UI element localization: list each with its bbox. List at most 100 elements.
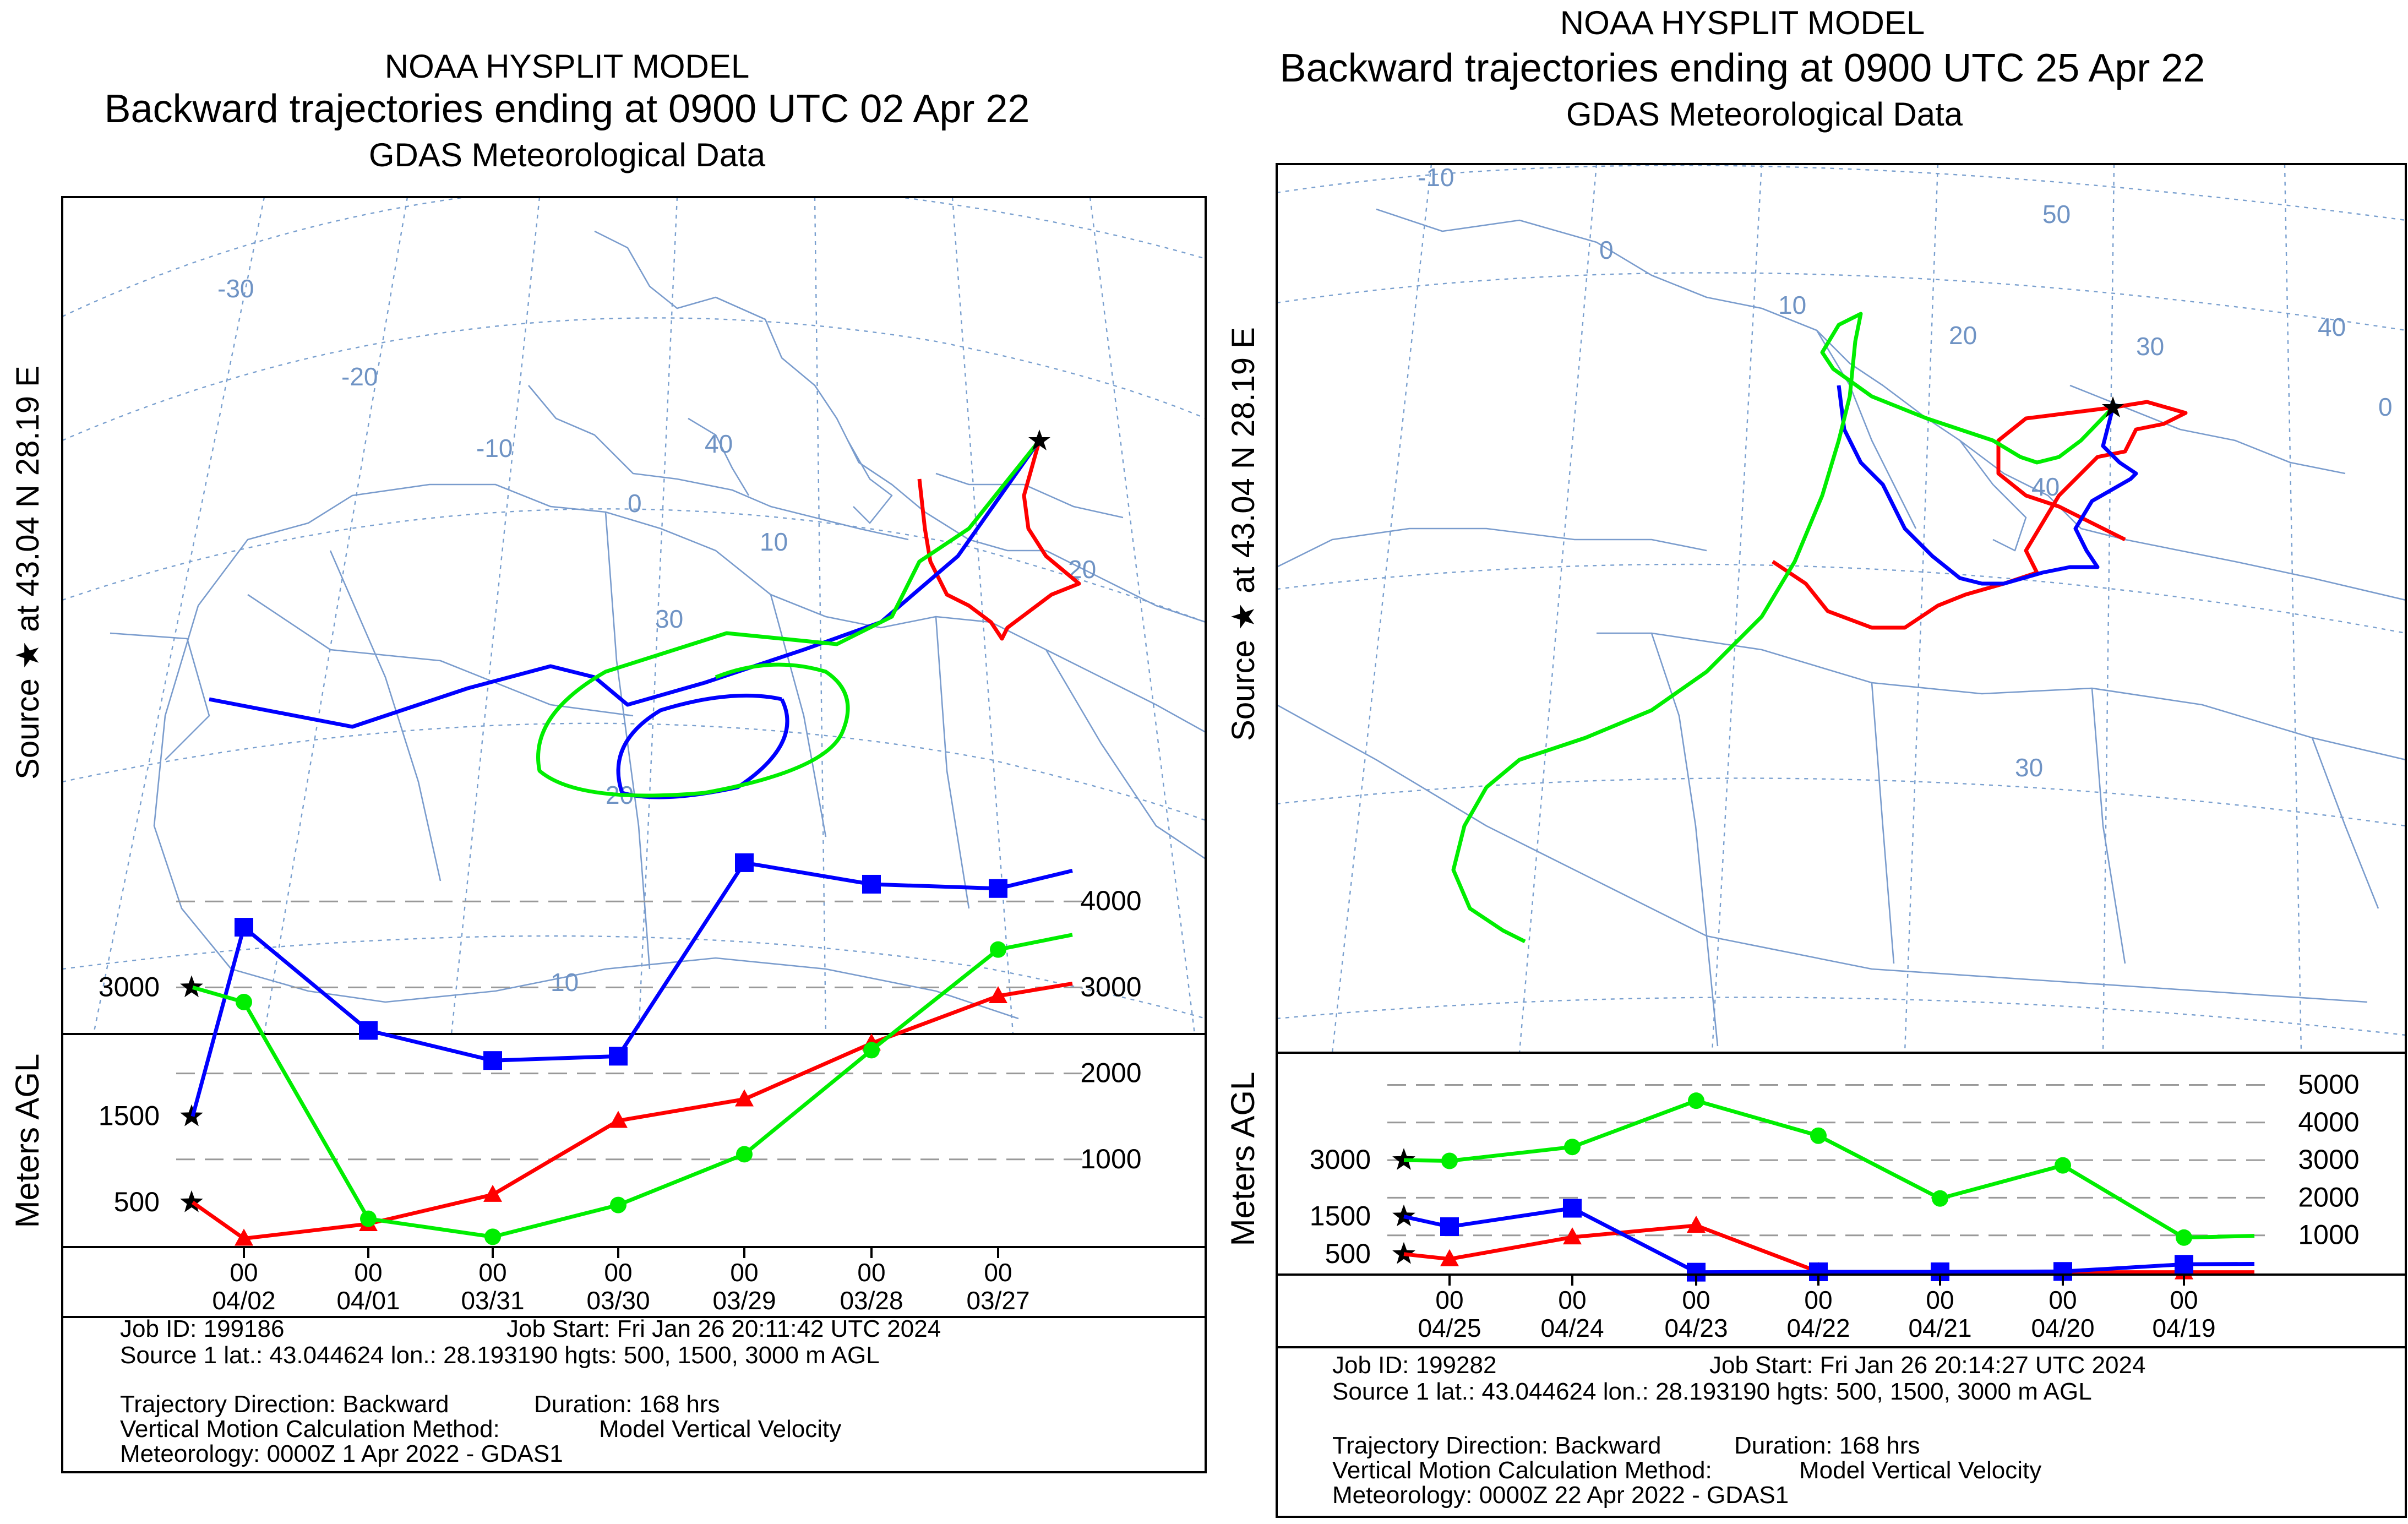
svg-text:0: 0 — [628, 489, 642, 518]
svg-text:-10: -10 — [1418, 163, 1454, 192]
height-point-triangle — [1563, 1227, 1582, 1245]
graticule — [1277, 164, 2406, 1053]
height-point-square — [1563, 1199, 1582, 1218]
height-point-triangle — [609, 1111, 628, 1128]
height-point-square — [1440, 1217, 1459, 1236]
height-point-square — [483, 1051, 502, 1070]
x-tick-date: 04/02 — [212, 1286, 275, 1315]
duration: Duration: 168 hrs — [1734, 1432, 1920, 1459]
start-star-icon — [180, 1190, 203, 1212]
x-tick-hour: 00 — [2049, 1286, 2077, 1314]
start-star-icon — [1392, 1242, 1415, 1264]
height-point-circle — [2055, 1157, 2071, 1174]
x-tick-hour: 00 — [1435, 1286, 1463, 1314]
trajectories — [1451, 312, 2188, 944]
x-tick-date: 04/25 — [1418, 1314, 1481, 1342]
svg-text:50: 50 — [2042, 200, 2071, 228]
height-point-circle — [1441, 1152, 1458, 1169]
chart-title: NOAA HYSPLIT MODEL — [1560, 4, 1925, 41]
height-point-circle — [1810, 1127, 1827, 1144]
height-point-circle — [736, 1146, 753, 1163]
chart-title: NOAA HYSPLIT MODEL — [385, 48, 749, 85]
job-id: Job ID: 199186 — [120, 1315, 284, 1342]
vertical-method-value: Model Vertical Velocity — [599, 1416, 841, 1443]
svg-text:10: 10 — [760, 527, 788, 556]
x-tick-date: 04/23 — [1664, 1314, 1728, 1342]
start-star-icon — [180, 975, 203, 998]
x-tick-hour: 00 — [984, 1258, 1012, 1287]
svg-text:40: 40 — [2031, 472, 2060, 501]
svg-text:10: 10 — [1778, 291, 1806, 319]
meteorology: Meteorology: 0000Z 22 Apr 2022 - GDAS1 — [1332, 1482, 1789, 1509]
start-star-icon — [1392, 1148, 1415, 1170]
svg-text:-20: -20 — [341, 362, 378, 391]
info-block: Job ID: 199282 Job Start: Fri Jan 26 20:… — [1332, 1352, 2145, 1509]
trajectory-1500m — [209, 439, 1041, 729]
y-tick-label: 4000 — [2298, 1107, 2359, 1137]
x-tick-hour: 00 — [2170, 1286, 2198, 1314]
height-point-circle — [1564, 1139, 1581, 1156]
info-block: Job ID: 199186 Job Start: Fri Jan 26 20:… — [120, 1315, 941, 1467]
height-point-triangle — [735, 1089, 754, 1107]
height-point-square — [359, 1021, 378, 1040]
job-id: Job ID: 199282 — [1332, 1352, 1496, 1379]
y-tick-label: 1000 — [1080, 1144, 1141, 1174]
altitude-frame — [61, 1033, 1207, 1248]
y-tick-label: 4000 — [1080, 885, 1141, 916]
x-tick-date: 04/20 — [2031, 1314, 2094, 1342]
svg-text:10: 10 — [551, 968, 579, 997]
job-start: Job Start: Fri Jan 26 20:14:27 UTC 2024 — [1709, 1352, 2145, 1379]
trajectory-3000m — [536, 439, 1041, 798]
time-axis: 0004/250004/240004/230004/220004/210004/… — [1418, 1275, 2216, 1342]
start-height-label: 500 — [114, 1186, 160, 1217]
info-frame — [1276, 1346, 2407, 1518]
data-source: GDAS Meteorological Data — [1566, 96, 1963, 133]
height-point-triangle — [989, 986, 1007, 1004]
duration: Duration: 168 hrs — [534, 1391, 720, 1418]
source-side-label: Source ★ at 43.04 N 28.19 E — [10, 366, 46, 780]
height-point-circle — [484, 1228, 501, 1245]
height-series-line — [1403, 1223, 2254, 1275]
source-side-label: Source ★ at 43.04 N 28.19 E — [1225, 327, 1261, 741]
y-tick-label: 3000 — [2298, 1144, 2359, 1175]
height-point-square — [735, 853, 754, 872]
x-tick-date: 03/30 — [586, 1286, 650, 1315]
time-axis: 0004/020004/010003/310003/300003/290003/… — [212, 1247, 1030, 1315]
svg-text:0: 0 — [2378, 393, 2393, 421]
x-tick-date: 04/21 — [1908, 1314, 1971, 1342]
height-point-circle — [236, 993, 252, 1010]
svg-text:0: 0 — [1599, 236, 1614, 264]
x-tick-date: 04/01 — [336, 1286, 400, 1315]
height-point-triangle — [483, 1184, 502, 1202]
height-point-circle — [1688, 1092, 1704, 1109]
svg-text:30: 30 — [655, 605, 683, 633]
height-point-square — [235, 918, 253, 937]
height-point-circle — [610, 1196, 626, 1213]
height-point-square — [989, 879, 1007, 898]
start-star-icon — [1392, 1204, 1415, 1227]
x-tick-date: 03/28 — [840, 1286, 903, 1315]
y-tick-label: 5000 — [2298, 1069, 2359, 1100]
x-tick-hour: 00 — [1926, 1286, 1954, 1314]
y-tick-label: 3000 — [1080, 971, 1141, 1002]
trajectory-1500m-loop — [616, 693, 789, 799]
source-star — [1028, 429, 1050, 450]
trajectory-1500m — [1837, 385, 2138, 586]
height-point-circle — [863, 1042, 880, 1059]
trajectory-map: -10 0 10 20 30 40 50 40 30 0 — [1277, 163, 2406, 1053]
y-tick-label: 2000 — [2298, 1182, 2359, 1212]
y-axis-label: Meters AGL — [9, 1054, 46, 1228]
trajectory-500m — [1772, 400, 2188, 630]
start-height-label: 1500 — [1310, 1201, 1371, 1232]
x-tick-hour: 00 — [1682, 1286, 1710, 1314]
x-tick-hour: 00 — [230, 1258, 258, 1287]
panel-right: NOAA HYSPLIT MODEL Backward trajectories… — [1224, 4, 2407, 1518]
svg-text:-30: -30 — [217, 274, 254, 303]
job-start: Job Start: Fri Jan 26 20:11:42 UTC 2024 — [506, 1315, 941, 1342]
height-point-circle — [990, 941, 1006, 958]
x-tick-hour: 00 — [1804, 1286, 1832, 1314]
vertical-method: Vertical Motion Calculation Method: — [1332, 1457, 1712, 1484]
x-tick-hour: 00 — [604, 1258, 632, 1287]
height-point-square — [609, 1047, 628, 1066]
